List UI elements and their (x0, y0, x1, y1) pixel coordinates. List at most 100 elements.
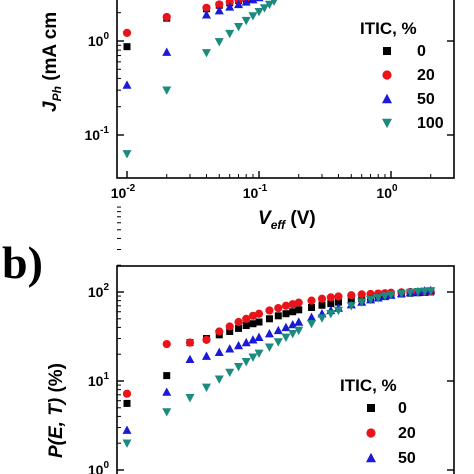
svg-text:JPh (mA cm: JPh (mA cm (40, 12, 64, 112)
panel-a-point-50-6 (241, 0, 251, 6)
panel-b-point-20-17 (326, 293, 335, 302)
panel-b-point-0-6 (235, 324, 243, 332)
panel-a-legend-label-100: 100 (417, 115, 444, 132)
panel-b-series-100 (122, 287, 436, 448)
panel-a-point-100-2 (201, 49, 211, 58)
panel-a-legend-label-50: 50 (417, 91, 435, 108)
panel-a-point-20-1 (162, 12, 171, 22)
panel-b-legend-label-50: 50 (398, 450, 416, 467)
panel-b-point-100-26 (405, 288, 415, 298)
panel-a-point-20-2 (202, 3, 211, 12)
panel-b-point-20-6 (234, 317, 243, 327)
panel-a-legend-item-20: 20 (382, 67, 435, 84)
panel-b-point-20-9 (254, 309, 264, 318)
panel-a-point-100-7 (248, 12, 258, 21)
panel-b-point-100-20 (357, 298, 367, 307)
panel-a-legend-item-0: 0 (383, 43, 426, 60)
panel-b-point-50-12 (281, 322, 291, 332)
panel-b-legend-marker-50 (366, 452, 376, 463)
panel-a-legend-marker-50 (382, 93, 392, 104)
panel-a-legend-title: ITIC, % (360, 19, 417, 38)
panel-a-point-100-10 (264, 0, 274, 10)
panel-a-x-tick-label-2: 100 (376, 183, 398, 201)
panel-b-point-0-14 (295, 306, 303, 314)
panel-a-x-label-sub: eff (271, 218, 286, 232)
panel-a-series-0 (123, 0, 257, 51)
panel-b-point-20-12 (281, 301, 291, 310)
panel-a-x-axis-label: Veff (V) (258, 208, 316, 232)
panel-a-x-label-unit: (V) (285, 208, 316, 229)
panel-a-y-axis-label: JPh (mA cm (40, 12, 64, 112)
panel-b-point-100-12 (281, 333, 291, 342)
panel-b-point-100-13 (288, 330, 298, 339)
panel-b-point-0-18 (334, 298, 342, 306)
panel-b-point-0-13 (289, 308, 297, 316)
panel-a-point-50-4 (225, 2, 235, 11)
panel-b-point-0-16 (318, 301, 326, 309)
panel-b-point-100-10 (264, 343, 274, 352)
panel-b-point-0-10 (265, 315, 273, 323)
panel-b-legend-title: ITIC, % (340, 376, 397, 395)
panel-b-point-100-17 (326, 310, 336, 319)
panel-a-legend: ITIC, % 0 20 50 100 (360, 19, 444, 132)
panel-a-y-label-main: J (40, 101, 61, 112)
panel-a-point-0-0 (123, 43, 131, 51)
panel-a-legend-marker-0 (383, 47, 391, 55)
panel-b-point-100-14 (294, 326, 304, 336)
panel-a-series-20 (122, 0, 256, 37)
panel-a-ticks: 10-1 100 10-2 10-1 100 (85, 12, 455, 201)
panel-a-x-label-main: V (258, 208, 272, 229)
panel-a-legend-label-20: 20 (417, 67, 435, 84)
panel-b: b) 100 101 102 P(E, T) (%) ITIC, % 0 20 5010… (2, 206, 455, 474)
panel-b-point-0-11 (274, 312, 282, 320)
panel-b-data-points (122, 285, 436, 448)
panel-a-point-100-3 (214, 38, 224, 47)
panel-b-point-100-4 (214, 375, 224, 384)
panel-b-point-20-10 (265, 306, 274, 315)
panel-b-point-0-17 (327, 300, 335, 308)
panel-a-legend-item-100: 100 (382, 115, 444, 132)
panel-b-point-50-14 (294, 317, 304, 326)
panel-b-point-0-1 (163, 372, 171, 380)
panel-b-point-20-2 (185, 338, 195, 347)
panel-a-point-100-0 (122, 150, 132, 159)
panel-b-point-100-28 (420, 287, 430, 296)
panel-a-x-tick-label-0: 10-2 (111, 183, 136, 201)
panel-b-legend-label-20: 20 (398, 425, 416, 442)
panel-a-y-label-unit: (mA cm (40, 12, 61, 86)
panel-b-point-20-1 (162, 339, 171, 349)
panel-a-point-50-8 (254, 0, 264, 2)
panel-b-point-50-0 (122, 425, 132, 434)
panel-b-point-100-2 (185, 393, 195, 403)
panel-b-point-100-9 (254, 349, 264, 358)
panel-b-point-50-10 (264, 329, 274, 338)
svg-text:Veff (V): Veff (V) (258, 208, 316, 232)
panel-b-point-50-15 (307, 312, 317, 321)
panel-b-ticks: 100 101 102 (88, 206, 454, 474)
panel-b-point-0-0 (123, 399, 131, 407)
panel-b-point-20-7 (242, 314, 251, 323)
panel-a-point-50-5 (234, 0, 244, 9)
panel-a-point-50-2 (201, 10, 211, 19)
panel-b-point-100-8 (248, 353, 258, 362)
panel-b-point-50-3 (201, 351, 211, 360)
panel-b-point-100-5 (225, 368, 235, 378)
panel-b-point-50-1 (162, 387, 172, 396)
panel-b-point-100-0 (122, 439, 132, 448)
panel-b-point-100-25 (396, 289, 406, 299)
panel-b-point-100-27 (413, 287, 423, 297)
panel-a-legend-item-50: 50 (382, 91, 435, 108)
panel-a-plot-frame (116, 0, 455, 179)
panel-b-point-20-18 (334, 292, 343, 301)
panel-a-point-100-11 (270, 0, 278, 6)
panel-a-legend-marker-20 (382, 70, 392, 80)
panel-a-legend-label-0: 0 (417, 43, 426, 60)
panel-b-plot-frame (116, 265, 455, 474)
panel-a-point-100-5 (234, 23, 244, 32)
panel-b-point-100-15 (307, 320, 317, 329)
panel-a-series-50 (122, 0, 264, 89)
panel-b-legend-item-20: 20 (366, 425, 416, 442)
panel-b-point-20-11 (274, 303, 283, 313)
panel-b-legend-item-50: 50 (366, 450, 416, 467)
